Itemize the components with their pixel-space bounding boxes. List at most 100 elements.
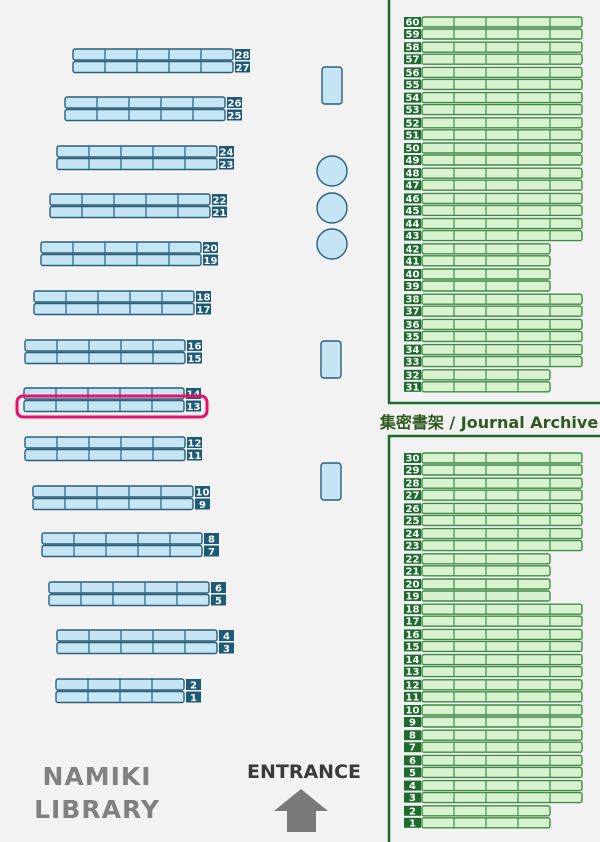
shelf-28[interactable] [421, 477, 583, 489]
shelf-5[interactable] [421, 766, 583, 779]
shelf-52[interactable] [421, 117, 583, 129]
shelf-24[interactable] [56, 145, 218, 158]
shelf-3[interactable] [421, 791, 583, 804]
shelf-58[interactable] [421, 41, 583, 53]
shelf-45[interactable] [421, 204, 583, 217]
shelf-37[interactable] [421, 305, 583, 317]
shelf-24[interactable] [421, 527, 583, 540]
shelf-number-badge [404, 705, 421, 715]
shelf-33[interactable] [421, 355, 583, 368]
shelf-25[interactable] [421, 514, 583, 527]
shelf-number-10: 10 [406, 706, 420, 717]
shelf-number-5: 5 [215, 596, 222, 607]
shelf-19[interactable] [40, 253, 202, 267]
shelf-60[interactable] [421, 16, 583, 28]
shelf-23[interactable] [421, 539, 583, 552]
shelf-36[interactable] [421, 318, 583, 331]
shelf-number-12: 12 [188, 439, 202, 450]
shelf-21[interactable] [49, 205, 211, 219]
shelf-27[interactable] [421, 489, 583, 501]
shelf-number-badge [404, 817, 421, 828]
shelf-38[interactable] [421, 293, 583, 305]
shelf-51[interactable] [421, 129, 583, 141]
shelf-48[interactable] [421, 167, 583, 179]
shelf-17[interactable] [33, 302, 195, 316]
shelf-17[interactable] [421, 615, 583, 627]
shelf-7[interactable] [421, 741, 583, 753]
shelf-6[interactable] [421, 754, 583, 767]
shelf-13[interactable] [23, 399, 185, 413]
shelf-13[interactable] [421, 665, 583, 678]
shelf-27[interactable] [72, 60, 234, 74]
shelf-55[interactable] [421, 78, 583, 91]
shelf-number-badge [195, 498, 210, 510]
shelf-53[interactable] [421, 103, 583, 116]
shelf-29[interactable] [421, 464, 583, 476]
shelf-28[interactable] [72, 48, 234, 61]
shelf-26[interactable] [421, 502, 583, 515]
shelf-number-badge [186, 691, 201, 703]
shelf-22[interactable] [49, 193, 211, 206]
shelf-number-1: 1 [409, 818, 416, 829]
shelf-number-badge [204, 545, 219, 557]
shelf-47[interactable] [421, 179, 583, 191]
shelf-46[interactable] [421, 192, 583, 205]
shelf-34[interactable] [421, 343, 583, 356]
shelf-26[interactable] [64, 96, 226, 109]
shelf-23[interactable] [56, 157, 218, 171]
shelf-3[interactable] [56, 641, 218, 655]
shelf-16[interactable] [24, 339, 186, 352]
shelf-18[interactable] [33, 290, 195, 303]
shelf-6[interactable] [48, 581, 210, 594]
shelf-number-badge [404, 294, 421, 305]
shelf-number-badge [404, 319, 421, 330]
shelf-5[interactable] [48, 593, 210, 607]
shelf-number-29: 29 [406, 466, 420, 477]
shelf-30[interactable] [421, 452, 583, 464]
shelf-number-24: 24 [406, 529, 420, 540]
shelf-59[interactable] [421, 28, 583, 40]
shelf-35[interactable] [421, 330, 583, 343]
shelf-number-badge [404, 767, 421, 778]
shelf-4[interactable] [56, 629, 218, 642]
shelf-number-badge [404, 269, 421, 279]
shelf-25[interactable] [64, 108, 226, 122]
shelf-50[interactable] [421, 142, 583, 154]
shelf-number-17: 17 [197, 305, 211, 316]
shelf-11[interactable] [421, 691, 583, 703]
round-reading-table [316, 192, 348, 224]
shelf-43[interactable] [421, 229, 583, 242]
shelf-7[interactable] [41, 544, 203, 558]
shelf-18[interactable] [421, 603, 583, 615]
shelf-8[interactable] [41, 532, 203, 545]
shelf-14[interactable] [421, 653, 583, 666]
shelf-15[interactable] [421, 640, 583, 653]
shelf-57[interactable] [421, 53, 583, 65]
shelf-56[interactable] [421, 66, 583, 79]
shelf-15[interactable] [24, 351, 186, 365]
shelf-number-24: 24 [220, 148, 234, 159]
entrance-arrow-icon [274, 789, 328, 832]
shelf-10[interactable] [421, 704, 583, 716]
shelf-12[interactable] [24, 436, 186, 449]
shelf-number-badge [235, 61, 250, 73]
shelf-20[interactable] [40, 241, 202, 254]
shelf-9[interactable] [32, 497, 194, 511]
shelf-4[interactable] [421, 779, 583, 792]
shelf-10[interactable] [32, 485, 194, 498]
shelf-11[interactable] [24, 448, 186, 462]
shelf-16[interactable] [421, 628, 583, 641]
shelf-9[interactable] [421, 716, 583, 728]
shelf-number-badge [203, 242, 218, 253]
shelf-number-26: 26 [406, 504, 420, 515]
shelf-number-15: 15 [406, 642, 420, 653]
shelf-44[interactable] [421, 217, 583, 230]
shelf-8[interactable] [421, 729, 583, 741]
shelf-49[interactable] [421, 154, 583, 166]
shelf-54[interactable] [421, 91, 583, 104]
shelf-number-32: 32 [406, 370, 420, 381]
shelf-number-19: 19 [204, 256, 218, 267]
shelf-number-8: 8 [208, 535, 215, 546]
shelf-12[interactable] [421, 679, 583, 691]
shelf-number-badge [211, 582, 226, 593]
